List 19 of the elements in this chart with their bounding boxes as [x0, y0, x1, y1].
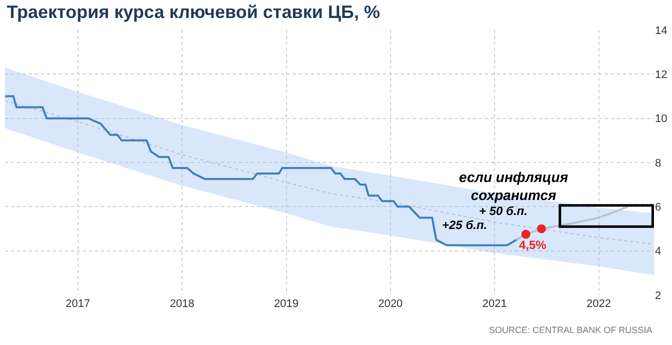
- annotation: 4,5%: [519, 238, 547, 252]
- source-note: SOURCE: CENTRAL BANK OF RUSSIA: [489, 325, 652, 335]
- y-tick-label: 14: [655, 24, 668, 37]
- chart-title: Траектория курса ключевой ставки ЦБ, %: [6, 2, 380, 22]
- y-tick-label: 12: [655, 69, 668, 82]
- annotation: + 50 б.п.: [479, 204, 528, 218]
- annotation: +25 б.п.: [442, 218, 488, 232]
- y-tick-label: 6: [655, 202, 662, 214]
- y-tick-label: 8: [655, 157, 662, 170]
- annotation: если инфляция сохранится: [459, 169, 568, 204]
- y-tick-label: 4: [655, 246, 662, 258]
- y-tick-label: 2: [655, 290, 662, 302]
- y-tick-label: 10: [655, 113, 668, 126]
- x-tick-label: 2017: [66, 298, 90, 310]
- x-tick-label: 2021: [482, 298, 507, 310]
- x-tick-label: 2020: [378, 298, 403, 310]
- x-tick-label: 2018: [170, 298, 194, 310]
- x-tick-label: 2022: [586, 298, 612, 310]
- x-tick-label: 2019: [274, 298, 299, 310]
